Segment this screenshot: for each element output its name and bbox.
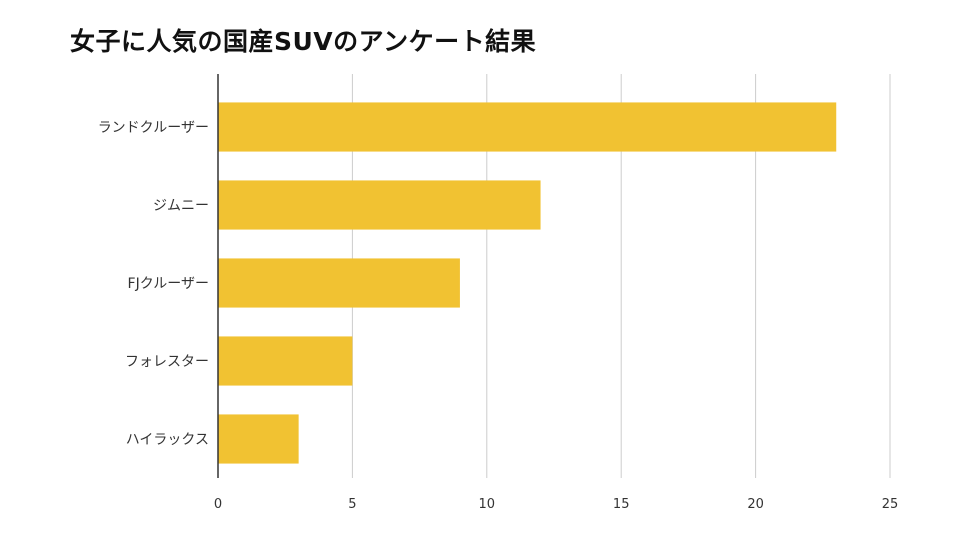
category-label: ハイラックス — [126, 432, 209, 448]
category-label: ジムニー — [153, 198, 209, 214]
bars — [218, 102, 837, 464]
chart-title: 女子に人気の国産SUVのアンケート結果 — [70, 27, 537, 56]
x-tick-label: 5 — [348, 497, 356, 512]
bar — [218, 336, 353, 386]
x-tick-label: 10 — [479, 497, 496, 512]
category-label: ランドクルーザー — [98, 120, 209, 136]
category-label: フォレスター — [125, 354, 209, 370]
x-tick-label: 25 — [882, 497, 899, 512]
bar — [218, 414, 299, 464]
x-tick-label: 0 — [214, 497, 222, 512]
x-tick-labels: 0 5 10 15 20 25 — [214, 497, 898, 512]
bar — [218, 258, 460, 308]
x-tick-label: 20 — [747, 497, 764, 512]
x-tick-label: 15 — [613, 497, 630, 512]
category-label: FJクルーザー — [128, 276, 209, 292]
bar — [218, 180, 541, 230]
bar — [218, 102, 837, 152]
